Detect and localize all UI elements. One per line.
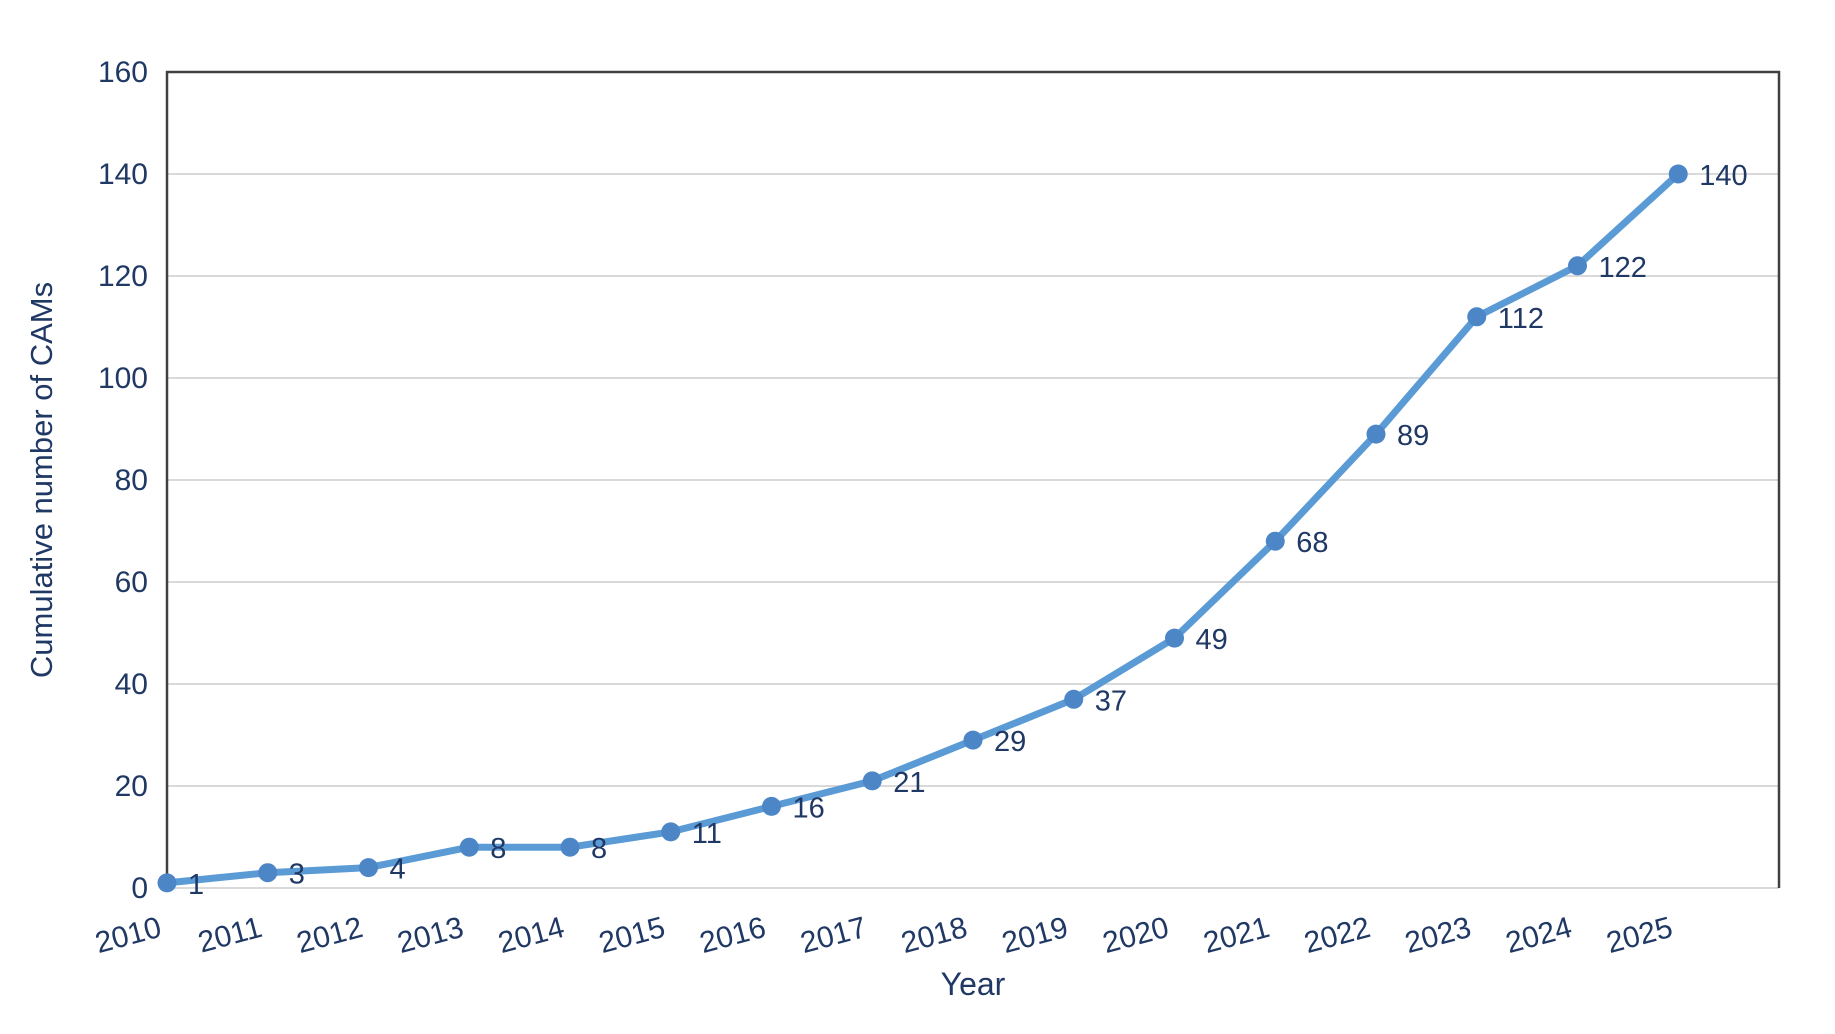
data-label: 4 (390, 854, 406, 886)
data-point-marker (1668, 164, 1688, 184)
gridlines (167, 173, 1779, 889)
x-tick-label: 2012 (293, 911, 366, 960)
data-point-marker (157, 873, 177, 893)
data-point-marker (1366, 424, 1386, 444)
x-tick-label: 2024 (1502, 911, 1575, 960)
x-tick-label: 2017 (797, 911, 870, 960)
y-tick-label: 40 (115, 668, 148, 701)
data-point-marker (560, 837, 580, 857)
line-series (163, 170, 1682, 887)
x-tick-label: 2016 (696, 911, 769, 960)
data-label: 122 (1599, 252, 1647, 284)
data-point-marker (661, 822, 681, 842)
data-point-marker (1165, 628, 1184, 648)
data-point-marker (1064, 689, 1084, 709)
data-point-marker (359, 858, 378, 878)
data-label: 1 (188, 869, 204, 901)
data-label: 3 (289, 859, 305, 891)
x-axis-tick-labels: 2010 2011 2012 2013 2014 2015 2016 2017 2018 2019… (92, 911, 1676, 960)
x-tick-label: 2023 (1402, 911, 1475, 960)
y-tick-label: 80 (115, 464, 148, 497)
data-points (157, 164, 1688, 893)
data-label: 89 (1397, 420, 1429, 452)
data-label: 21 (893, 767, 925, 799)
plot-border (165, 70, 1781, 888)
x-tick-label: 2020 (1099, 911, 1172, 960)
data-label: 49 (1196, 624, 1228, 656)
y-tick-label: 140 (98, 158, 148, 191)
x-tick-label: 2010 (92, 911, 165, 960)
data-label: 11 (692, 818, 722, 850)
data-point-marker (762, 796, 781, 816)
y-tick-label: 120 (98, 260, 148, 293)
data-label: 8 (591, 833, 607, 865)
data-point-marker (1467, 307, 1487, 327)
x-tick-label: 2014 (495, 911, 568, 960)
data-point-marker (459, 837, 479, 857)
y-tick-label: 20 (115, 770, 148, 803)
x-tick-label: 2021 (1200, 911, 1273, 960)
x-tick-label: 2022 (1301, 911, 1374, 960)
series-line (163, 170, 1682, 887)
x-tick-label: 2013 (394, 911, 467, 960)
x-axis-title: Year (941, 966, 1006, 1002)
y-axis-tick-labels: 0 20 40 60 80 100 120 140 160 (98, 56, 148, 905)
data-point-marker (1568, 256, 1587, 276)
y-tick-label: 100 (98, 362, 148, 395)
data-label: 37 (1095, 685, 1127, 717)
x-tick-label: 2015 (596, 911, 669, 960)
data-label: 140 (1699, 160, 1747, 192)
x-tick-label: 2018 (898, 911, 971, 960)
x-tick-label: 2011 (195, 911, 266, 960)
data-label: 16 (793, 792, 825, 824)
y-tick-label: 60 (115, 566, 148, 599)
data-point-marker (862, 771, 882, 791)
data-label: 29 (994, 726, 1026, 758)
y-axis-title: Cumulative number of CAMs (24, 282, 59, 678)
x-tick-label: 2025 (1603, 911, 1676, 960)
data-label: 68 (1296, 527, 1328, 559)
data-point-marker (963, 730, 983, 750)
y-tick-label: 0 (131, 872, 148, 905)
data-label: 112 (1498, 303, 1544, 335)
data-point-marker (258, 863, 278, 883)
x-tick-label: 2019 (999, 911, 1072, 960)
data-labels: 1 3 4 8 8 11 16 21 29 37 49 68 89 112 122 140 (188, 160, 1748, 901)
data-point-marker (1265, 531, 1285, 551)
axis-frame (165, 70, 1781, 888)
data-label: 8 (490, 833, 506, 865)
y-tick-label: 160 (98, 56, 148, 89)
